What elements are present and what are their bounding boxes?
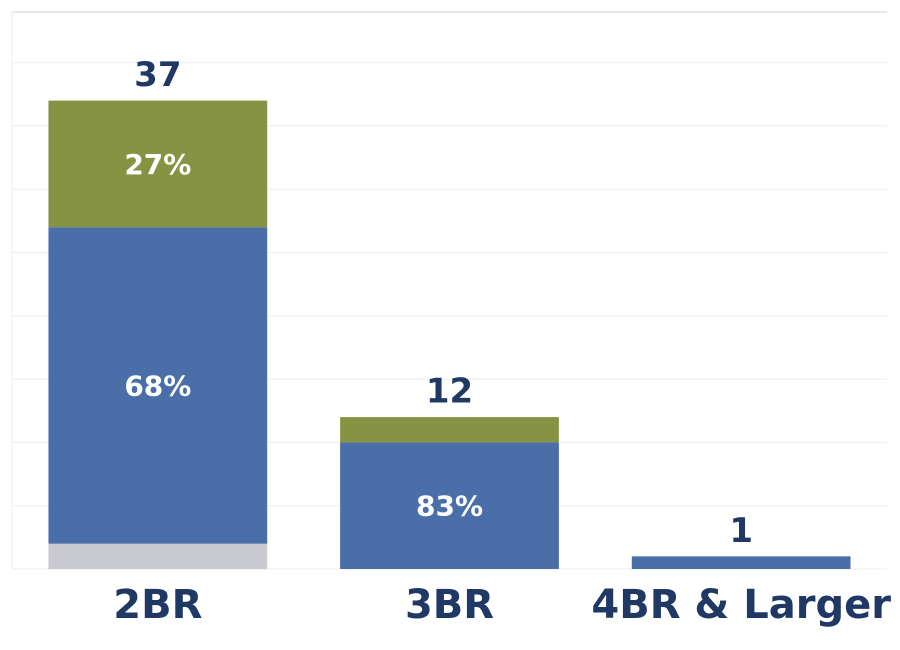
x-tick-label: 3BR (405, 582, 494, 628)
bar-segment (48, 100, 268, 228)
total-label: 12 (426, 372, 473, 412)
segment-label: 68% (124, 369, 191, 402)
bar-segment (340, 417, 559, 443)
segment-label: 27% (124, 148, 191, 181)
x-tick-label: 2BR (113, 582, 202, 628)
bar-segment (340, 442, 559, 569)
bar-segment (48, 543, 268, 569)
segment-label: 83% (416, 490, 483, 523)
total-label: 1 (729, 511, 753, 551)
bar-segment (631, 556, 851, 569)
x-tick-label: 4BR & Larger (591, 582, 891, 628)
bar-segment (48, 227, 268, 544)
total-label: 37 (134, 55, 181, 95)
